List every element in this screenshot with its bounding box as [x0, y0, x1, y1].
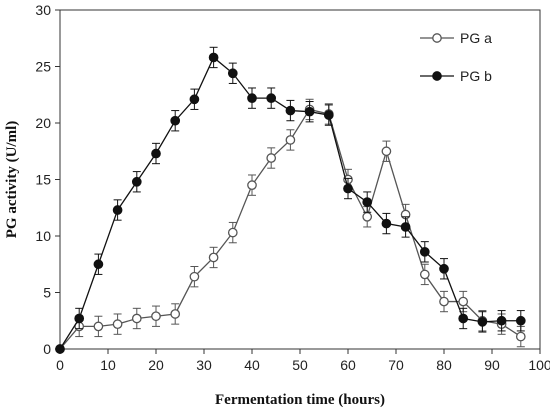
data-point [285, 105, 296, 116]
x-tick-label: 20 [148, 357, 164, 373]
data-point [343, 183, 353, 194]
x-tick-label: 70 [388, 357, 404, 373]
data-point [55, 344, 65, 354]
x-tick-label: 40 [244, 357, 260, 373]
data-point [189, 271, 200, 282]
x-tick-label: 50 [292, 357, 308, 373]
plot-area [59, 9, 541, 350]
data-point [381, 146, 392, 157]
data-point [381, 218, 392, 229]
data-point [285, 135, 296, 145]
y-tick-label: 15 [35, 172, 51, 188]
x-tick-label: 10 [100, 357, 116, 373]
series-layer [55, 46, 526, 354]
data-point [439, 263, 449, 274]
legend-marker [432, 71, 442, 81]
legend-marker [432, 33, 442, 43]
data-point [266, 93, 277, 103]
data-point [93, 321, 104, 332]
data-point [227, 68, 238, 79]
x-axis-title: Fermentation time (hours) [215, 392, 385, 408]
data-point [304, 106, 315, 117]
x-tick-label: 60 [340, 357, 356, 373]
data-point [400, 222, 411, 232]
data-point [74, 313, 85, 324]
data-point [266, 153, 277, 163]
y-tick-label: 0 [43, 341, 51, 357]
x-tick-label: 90 [484, 357, 500, 373]
y-tick-label: 10 [35, 228, 51, 244]
data-point [439, 296, 449, 307]
data-point [247, 93, 257, 103]
data-point [362, 211, 373, 222]
data-point [131, 176, 142, 187]
data-point [496, 315, 507, 326]
x-tick-label: 30 [196, 357, 212, 373]
plot-frame [59, 9, 541, 350]
x-tick-label: 80 [436, 357, 452, 373]
data-point [131, 313, 142, 324]
data-point [458, 313, 469, 324]
y-tick-label: 20 [35, 115, 51, 131]
data-point [93, 259, 104, 270]
legend-item-pg-a: PG a [420, 30, 492, 46]
data-point [189, 94, 200, 105]
legend-label: PG a [460, 30, 492, 46]
legend-label: PG b [460, 68, 492, 84]
legend-item-pg-b: PG b [420, 68, 492, 84]
data-point [419, 246, 430, 257]
legend: PG a PG b [420, 30, 492, 84]
data-point [362, 197, 373, 207]
y-tick-label: 5 [43, 285, 51, 301]
data-point [151, 311, 161, 322]
y-tick-label: 25 [35, 59, 51, 75]
data-point [419, 269, 430, 280]
data-point [458, 296, 469, 307]
data-point [112, 319, 123, 329]
data-point [227, 227, 238, 238]
y-tick-label: 30 [35, 2, 51, 18]
data-point [323, 110, 334, 120]
data-point [170, 115, 181, 126]
axes: 0 10 20 30 40 50 60 70 80 90 100 0 5 10 15 20 25 30 [35, 2, 550, 373]
data-point [208, 52, 219, 63]
series-pg-a [55, 98, 526, 354]
y-axis-title: PG activity (U/ml) [4, 121, 20, 238]
data-point [515, 331, 526, 342]
series-pg-b [55, 46, 526, 354]
data-point [477, 317, 488, 327]
data-point [247, 180, 257, 190]
x-tick-label: 0 [56, 357, 64, 373]
data-point [151, 148, 161, 159]
data-point [170, 309, 181, 319]
x-tick-label: 100 [528, 357, 550, 373]
data-point [515, 315, 526, 326]
data-point [112, 205, 123, 215]
data-point [208, 252, 219, 263]
